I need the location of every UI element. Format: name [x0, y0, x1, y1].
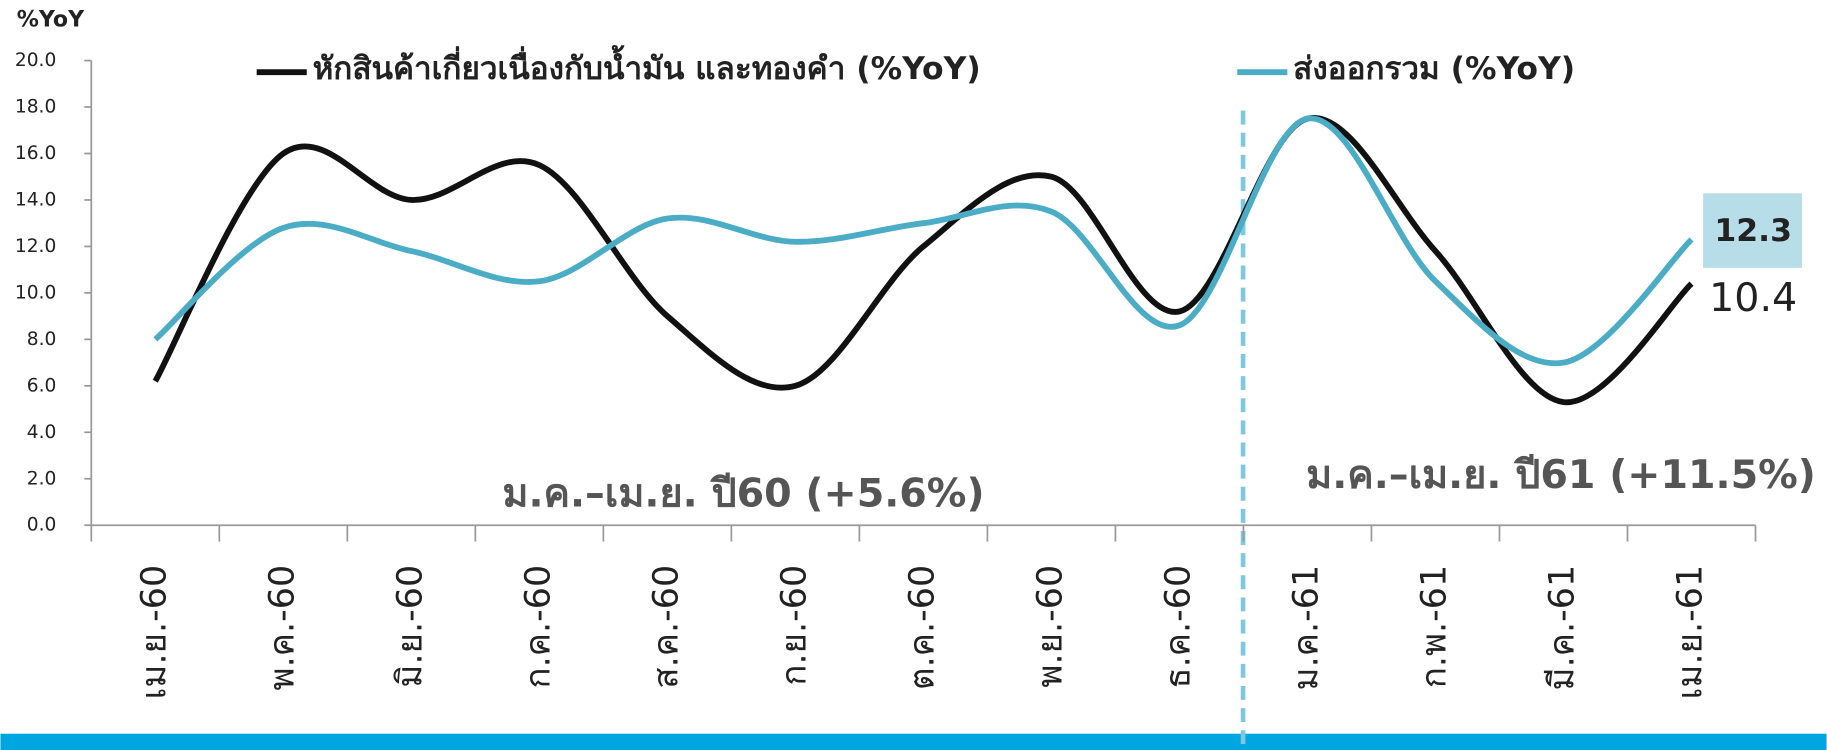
label-box: [1703, 193, 1803, 268]
x-tick-label: ม.ค.-61: [1286, 565, 1326, 691]
data-label: 10.4: [1709, 275, 1797, 321]
series-line: [152, 115, 1694, 406]
x-tick-label: พ.ค.-60: [262, 565, 302, 691]
y-tick-label: 18.0: [15, 97, 56, 118]
legend-label: หักสินค้าเกี่ยวเนื่องกับน้ำมัน และทองคำ …: [313, 45, 981, 87]
y-tick-label: 2.0: [27, 468, 57, 489]
y-tick-label: 0.0: [27, 515, 57, 536]
annotation: ม.ค.–เม.ย. ปี61 (+11.5%): [1306, 452, 1816, 498]
y-tick-label: 12.0: [15, 236, 56, 257]
y-axis-title: %YoY: [17, 6, 85, 32]
x-tick-label: ต.ค.-60: [902, 565, 942, 690]
y-tick-label: 16.0: [15, 143, 56, 164]
x-tick-label: เม.ย.-60: [134, 565, 174, 700]
x-tick-label: ส.ค.-60: [646, 565, 686, 689]
y-tick-label: 6.0: [27, 375, 57, 396]
y-tick-label: 20.0: [15, 50, 56, 71]
y-tick-label: 10.0: [15, 282, 56, 303]
x-tick-label: ก.ค.-60: [518, 565, 558, 689]
y-tick-label: 14.0: [15, 189, 56, 210]
annotation: ม.ค.–เม.ย. ปี60 (+5.6%): [502, 471, 984, 517]
bottom-bar: [0, 733, 1827, 750]
legend-label: ส่งออกรวม (%YoY): [1293, 51, 1575, 87]
x-tick-label: มี.ค.-61: [1542, 565, 1582, 691]
x-tick-label: ธ.ค.-60: [1158, 565, 1198, 689]
x-tick-label: มิ.ย.-60: [390, 565, 430, 688]
x-tick-label: ก.ย.-60: [774, 565, 814, 686]
x-tick-label: พ.ย.-60: [1030, 565, 1070, 688]
x-tick-label: เม.ย.-61: [1670, 565, 1710, 700]
x-tick-label: ก.พ.-61: [1414, 565, 1454, 688]
y-tick-label: 4.0: [27, 422, 57, 443]
data-label: 12.3: [1714, 213, 1792, 249]
y-tick-label: 8.0: [27, 329, 57, 350]
series-line: [153, 115, 1694, 367]
